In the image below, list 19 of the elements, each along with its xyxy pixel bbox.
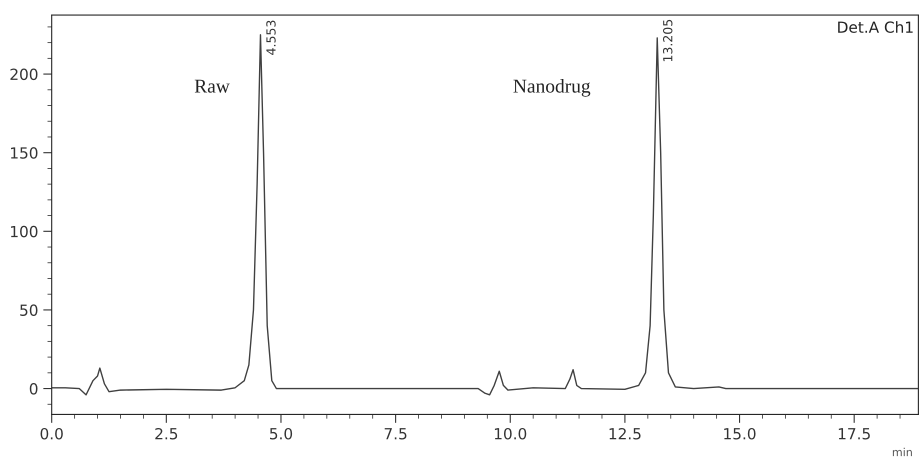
annotation: Nanodrug <box>513 79 590 97</box>
x-tick-label: 7.5 <box>384 428 406 440</box>
annotation: Raw <box>194 80 230 93</box>
x-tick-label: 17.5 <box>838 428 870 440</box>
y-tick-label: 150 <box>11 147 38 159</box>
y-tick-label: 200 <box>10 68 38 80</box>
x-tick-label: 0.0 <box>40 428 63 440</box>
y-tick-label: 50 <box>20 304 38 316</box>
x-tick-label: 15.0 <box>724 428 756 440</box>
y-tick-label: 0 <box>30 383 38 395</box>
x-tick-label: 2.5 <box>155 428 178 440</box>
x-tick-label: 10.0 <box>494 428 526 440</box>
x-tick-label: 5.0 <box>270 428 292 440</box>
annotation: 4.553 <box>266 20 276 55</box>
x-tick-label: 12.5 <box>610 428 641 440</box>
annotation: 13.205 <box>663 20 672 62</box>
y-tick-label: 100 <box>11 226 38 238</box>
annotation: Det.A Ch1 <box>838 21 913 33</box>
x-axis-title: min <box>892 448 912 456</box>
